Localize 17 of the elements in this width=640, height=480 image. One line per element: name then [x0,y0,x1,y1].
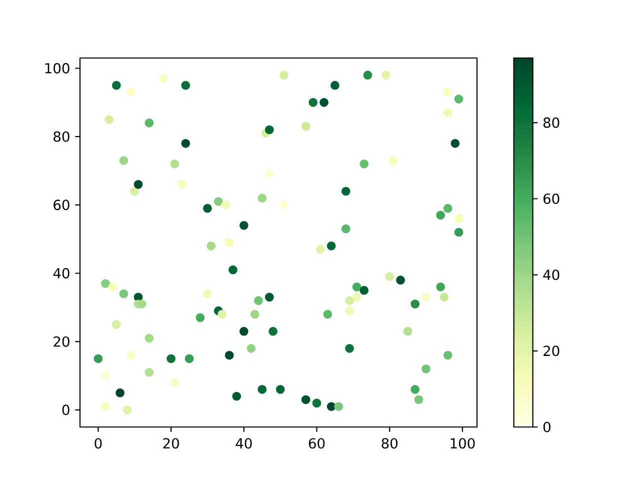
color-bar-label: 40 [543,270,560,280]
x-tick-label: 60 [308,438,325,449]
color-bar-label: 0 [543,422,550,432]
color-bar-label: 20 [544,346,560,356]
y-tick-label: 100 [45,62,70,74]
x-tick-label: 40 [236,438,252,449]
x-tick-label: 80 [382,438,398,449]
y-tick-label: 80 [54,131,70,142]
y-tick-label: 20 [54,336,70,347]
color-bar-label: 60 [544,193,560,204]
color-bar-label: 80 [543,117,560,128]
y-tick-label: 0 [62,404,70,416]
x-tick-label: 0 [94,438,102,449]
y-tick-label: 40 [53,268,70,278]
y-tick-label: 60 [54,200,70,210]
x-tick-label: 20 [163,438,179,449]
x-tick-label: 100 [450,438,475,449]
